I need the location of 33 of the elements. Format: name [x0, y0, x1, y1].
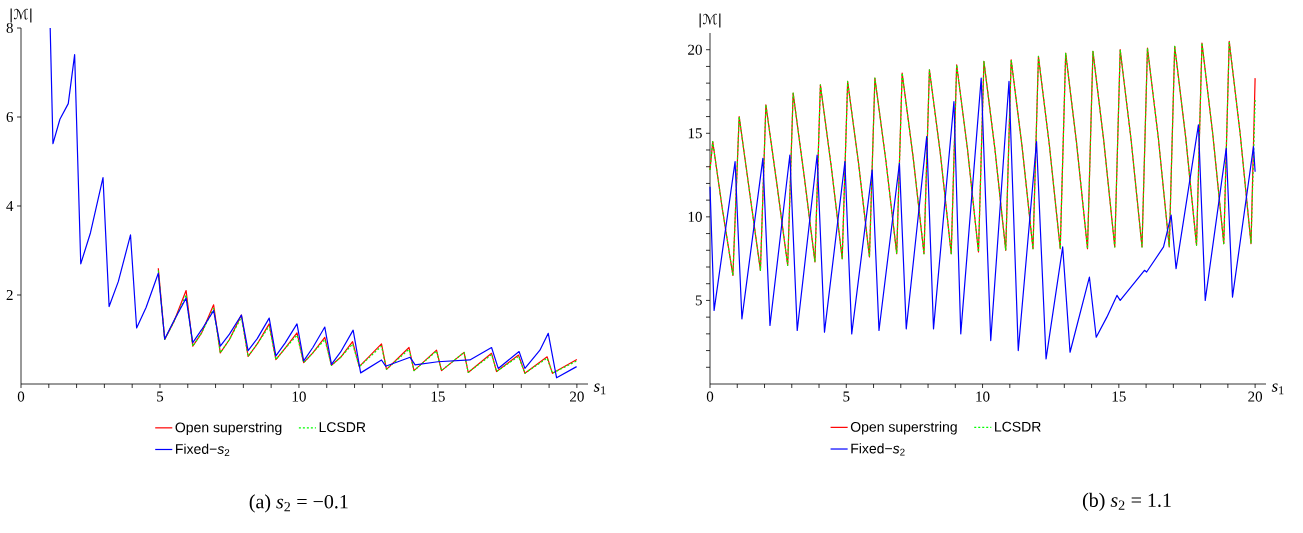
x-tick-label: 15: [1112, 391, 1126, 402]
line-series: [49, 27, 578, 379]
legend-label: LCSDR: [319, 422, 366, 433]
legend-label: Open superstring: [850, 421, 957, 435]
y-tick-label: 10: [688, 211, 702, 222]
x-tick-label: 10: [292, 391, 306, 402]
line-series: [709, 40, 1256, 276]
legend-label: Fixed−s$_{2}$: [851, 443, 905, 456]
legend-label: Open superstring: [175, 422, 282, 436]
text: (a) s$_{2}$ = −0.1: [249, 494, 348, 513]
x-tick-label: 10: [976, 391, 990, 402]
legend-label: LCSDR: [995, 421, 1041, 432]
y-tick-label: 8: [6, 22, 13, 34]
y-axis-title: |ℳ|: [699, 13, 721, 28]
y-tick-label: 4: [6, 201, 14, 211]
x-axis-title: s$_{1}$: [1271, 383, 1284, 395]
text: (b) s$_{2}$ = 1.1: [1082, 492, 1171, 511]
y-tick-label: 5: [695, 295, 702, 306]
x-tick-label: 0: [706, 391, 714, 402]
y-axis-title: |ℳ|: [10, 8, 32, 23]
y-tick-label: 15: [688, 128, 702, 139]
y-tick-label: 20: [688, 44, 702, 55]
x-tick-label: 5: [157, 391, 164, 402]
line-series: [709, 77, 1256, 360]
x-axis-title: s$_{1}$: [593, 383, 606, 395]
legend-label: Fixed−s$_{2}$: [176, 443, 230, 456]
y-tick-label: 2: [6, 290, 13, 300]
x-tick-label: 20: [1248, 391, 1263, 402]
x-tick-label: 5: [843, 391, 850, 402]
x-tick-label: 15: [431, 391, 445, 402]
y-tick-label: 6: [6, 111, 14, 123]
x-tick-label: 20: [570, 391, 584, 402]
x-tick-label: 0: [17, 391, 25, 402]
